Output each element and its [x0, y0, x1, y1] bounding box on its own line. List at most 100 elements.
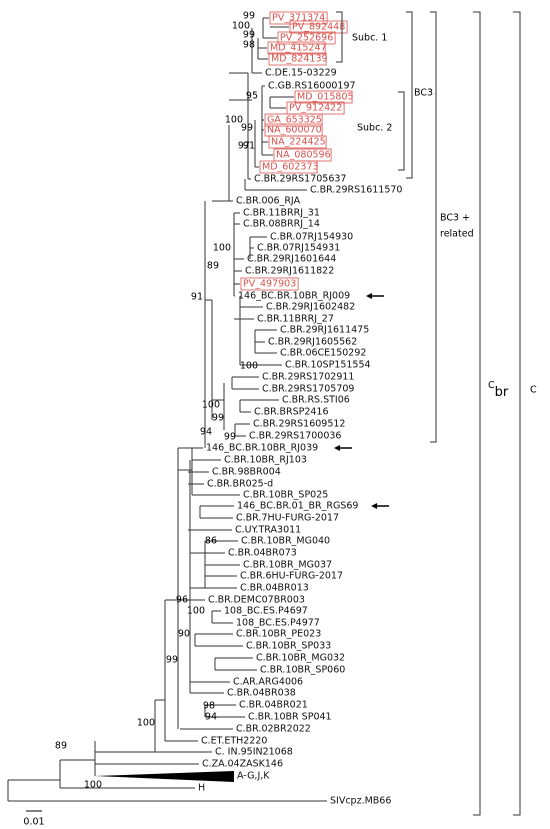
- bootstrap: 99: [166, 655, 178, 666]
- bootstrap: 100: [84, 780, 102, 791]
- leaf-label: C.BR.29RJ1601644: [247, 254, 336, 265]
- highlight-box: [277, 31, 336, 45]
- bootstrap: 95: [246, 91, 258, 102]
- leaf-label: C. IN.95IN21068: [215, 747, 293, 758]
- bootstrap: 94: [205, 712, 217, 723]
- bootstrap: 100: [137, 718, 155, 729]
- clade-label: BC3: [414, 88, 433, 99]
- bootstrap: 100: [213, 243, 231, 254]
- clade-bracket: [336, 11, 343, 63]
- leaf-label: C.BR.29RS1705709: [262, 384, 354, 395]
- highlight-box: [289, 20, 348, 34]
- clade-bracket: [406, 11, 413, 179]
- leaf-label: C.BR.04BR038: [227, 688, 296, 699]
- leaf-label: C.BR.11BRRJ_31: [243, 208, 320, 219]
- bootstrap: 100: [202, 400, 220, 411]
- arrow-head: [371, 503, 378, 509]
- bootstrap: 98: [203, 701, 215, 712]
- leaf-label: C.AR.ARG4006: [233, 677, 303, 688]
- bootstrap: 99: [243, 30, 255, 41]
- leaf-label: C.BR.BR025-d: [207, 479, 273, 490]
- leaf-label: C.BR.BRSP2416: [254, 407, 329, 418]
- bootstrap: 90: [178, 629, 190, 640]
- highlight-box: [264, 113, 323, 127]
- leaf-label: C.BR.07RJ154930: [270, 232, 353, 243]
- leaf-label: C.DE.15-03229: [265, 68, 337, 79]
- leaf-label: C.BR.DEMC07BR003: [208, 595, 305, 606]
- highlight-box: [268, 52, 327, 66]
- leaf-label: C.BR.29RJ1605562: [268, 337, 357, 348]
- bootstrap: 99: [243, 11, 255, 22]
- bootstrap: 100: [240, 361, 258, 372]
- leaf-label: C.BR.10BR_MG032: [256, 653, 345, 664]
- leaf-label: C.BR.7HU-FURG-2017: [236, 513, 339, 524]
- leaf-label: 108_BC.ES.P4977: [236, 618, 320, 629]
- leaf-label: NA_600070: [267, 125, 322, 136]
- arrow-head: [334, 445, 340, 451]
- leaf-label: 146_BC.BR.10BR_RJ009: [238, 291, 350, 302]
- leaf-label: 108_BC.ES.P4697: [224, 606, 308, 617]
- bootstrap: 100: [232, 21, 250, 32]
- leaf-label: C.BR.29RS1700036: [249, 431, 341, 442]
- leaf-label: NA_080596: [276, 150, 331, 161]
- leaf-label: C.BR.29RJ1611475: [280, 325, 369, 336]
- bootstrap: 97: [238, 141, 250, 152]
- leaf-label: C.BR.29RS1705637: [254, 174, 346, 185]
- leaf-label: C.BR.07RJ154931: [257, 243, 340, 254]
- leaf-label: C.BR.29RJ1611822: [245, 266, 334, 277]
- leaf-label: 146_BC.BR.01_BR_RGS69: [237, 501, 358, 512]
- leaf-label: C.BR.RS.STI06: [282, 395, 350, 406]
- leaf-label: MD_824139: [271, 54, 328, 65]
- bootstrap: 99: [241, 123, 253, 134]
- leaf-label: C.BR.10BR_SP025: [243, 490, 328, 501]
- leaf-label: C.BR.6HU-FURG-2017: [240, 571, 343, 582]
- leaf-label: C.BR.006_RJA: [236, 196, 301, 207]
- clade-bracket: [398, 91, 405, 171]
- leaf-label: PV_371374: [272, 13, 325, 24]
- clade-label: C: [530, 385, 537, 396]
- leaf-label: C.ZA.04ZASK146: [202, 759, 283, 770]
- bootstrap: 91: [243, 141, 255, 152]
- leaf-label: C.BR.04BR021: [239, 700, 308, 711]
- bootstrap: 100: [225, 115, 243, 126]
- bootstrap: 99: [212, 413, 224, 424]
- leaf-label: PV_497903: [243, 279, 296, 290]
- leaf-label: C.BR.29RJ1602482: [266, 302, 355, 313]
- leaf-label: C.BR.02BR2022: [236, 724, 311, 735]
- leaf-label: C.ET.ETH2220: [201, 736, 267, 747]
- bootstrap: 91: [191, 292, 203, 303]
- clade-label-main: C: [488, 380, 495, 391]
- highlight-box: [294, 90, 353, 104]
- leaf-label: C.BR.10BR_RJ103: [224, 455, 307, 466]
- bootstrap: 99: [224, 432, 236, 443]
- highlight-box: [267, 41, 326, 55]
- leaf-label: H: [198, 783, 205, 794]
- leaf-label: A-G,J,K: [237, 771, 270, 782]
- leaf-label: C.BR.06CE150292: [280, 348, 366, 359]
- leaf-label: PV_892448: [292, 22, 345, 33]
- clade-label: Subc. 1: [352, 33, 387, 44]
- leaf-label: C.BR.29RS1611570: [310, 185, 402, 196]
- bootstrap: 98: [243, 40, 255, 51]
- clade-label-sub: br: [495, 385, 509, 400]
- leaf-label: C.BR.10BR_MG037: [243, 560, 332, 571]
- highlight-box: [268, 135, 327, 149]
- clade-bracket: [513, 11, 521, 816]
- leaf-label: C.UY.TRA3011: [235, 525, 301, 536]
- clade-bracket: [430, 11, 437, 443]
- leaf-label: C.BR.10SP151554: [285, 360, 371, 371]
- leaf-label: GA_653325: [267, 115, 322, 126]
- leaf-label: C.BR.10BR_SP033: [246, 641, 331, 652]
- collapsed-clade: [95, 771, 234, 782]
- leaf-label: C.BR.29RS1702911: [262, 372, 354, 383]
- leaf-label: C.BR.10BR_MG040: [241, 536, 330, 547]
- bootstrap: 86: [205, 536, 217, 547]
- leaf-label: MD_015805: [297, 92, 354, 103]
- bootstrap: 89: [207, 261, 219, 272]
- leaf-label: C.BR.10BR SP041: [248, 712, 332, 723]
- clade-label: BC3 +: [440, 213, 470, 224]
- clade-label: Cbr: [488, 380, 509, 400]
- bootstrap: 96: [176, 595, 188, 606]
